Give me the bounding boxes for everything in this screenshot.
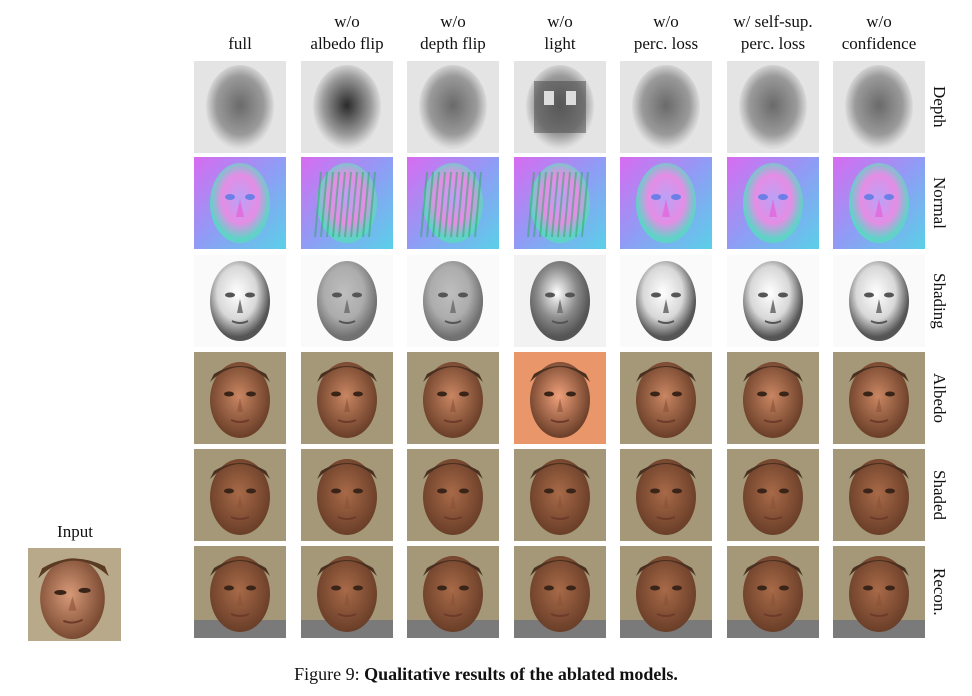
column-header-line1: w/o <box>866 12 892 31</box>
normal-image <box>833 157 925 249</box>
column-header: w/o depth flip <box>405 11 501 55</box>
shaded-image <box>514 449 606 541</box>
row-label: Albedo <box>930 372 949 424</box>
row-label: Depth <box>930 86 949 128</box>
column-header-line2: light <box>544 34 576 53</box>
column-header-line1: w/o <box>547 12 573 31</box>
column-header-line1 <box>192 11 288 33</box>
row-label: Normal <box>930 177 949 229</box>
column-header-line2: confidence <box>841 34 917 53</box>
normal-image <box>194 157 286 249</box>
normal-image <box>620 157 712 249</box>
column-header-line2: perc. loss <box>740 34 806 53</box>
column-header: w/o albedo flip <box>299 11 395 55</box>
shading-image <box>833 255 925 347</box>
normal-image <box>514 157 606 249</box>
albedo-image <box>833 352 925 444</box>
input-image <box>28 548 121 641</box>
column-header-line1: w/o <box>440 12 466 31</box>
albedo-image <box>620 352 712 444</box>
column-header-line1: w/o <box>334 12 360 31</box>
depth-image <box>833 61 925 153</box>
column-header: w/o light <box>512 11 608 55</box>
figure-caption: Figure 9: Qualitative results of the abl… <box>0 664 972 685</box>
depth-image <box>514 61 606 153</box>
shaded-image <box>727 449 819 541</box>
albedo-image <box>194 352 286 444</box>
albedo-image <box>514 352 606 444</box>
shading-image <box>620 255 712 347</box>
column-header-line2: depth flip <box>420 34 486 53</box>
recon-image <box>194 546 286 638</box>
row-label: Shaded <box>930 469 949 521</box>
recon-image <box>727 546 819 638</box>
depth-image <box>301 61 393 153</box>
caption-title: Qualitative results of the ablated model… <box>364 664 678 684</box>
shaded-image <box>620 449 712 541</box>
normal-image <box>727 157 819 249</box>
shading-image <box>514 255 606 347</box>
normal-image <box>407 157 499 249</box>
shading-image <box>301 255 393 347</box>
recon-image <box>833 546 925 638</box>
column-header: w/ self-sup. perc. loss <box>725 11 821 55</box>
shading-image <box>194 255 286 347</box>
recon-image <box>301 546 393 638</box>
column-header-line1: w/ self-sup. <box>733 12 813 31</box>
shaded-image <box>833 449 925 541</box>
depth-image <box>194 61 286 153</box>
recon-image <box>620 546 712 638</box>
column-header: full <box>192 11 288 55</box>
column-header-line2: perc. loss <box>633 34 699 53</box>
shaded-image <box>194 449 286 541</box>
column-header: w/o perc. loss <box>618 11 714 55</box>
shaded-image <box>407 449 499 541</box>
depth-image <box>727 61 819 153</box>
shaded-image <box>301 449 393 541</box>
row-label: Shading <box>930 273 949 329</box>
caption-prefix: Figure 9: <box>294 664 360 684</box>
row-label: Recon. <box>930 568 949 616</box>
input-label: Input <box>57 522 93 541</box>
column-header: w/o confidence <box>831 11 927 55</box>
recon-image <box>407 546 499 638</box>
recon-image <box>514 546 606 638</box>
albedo-image <box>727 352 819 444</box>
albedo-image <box>301 352 393 444</box>
depth-image <box>620 61 712 153</box>
shading-image <box>407 255 499 347</box>
column-header-line1: w/o <box>653 12 679 31</box>
column-header-line2: albedo flip <box>310 34 384 53</box>
column-header-line2: full <box>228 34 252 53</box>
depth-image <box>407 61 499 153</box>
albedo-image <box>407 352 499 444</box>
shading-image <box>727 255 819 347</box>
normal-image <box>301 157 393 249</box>
